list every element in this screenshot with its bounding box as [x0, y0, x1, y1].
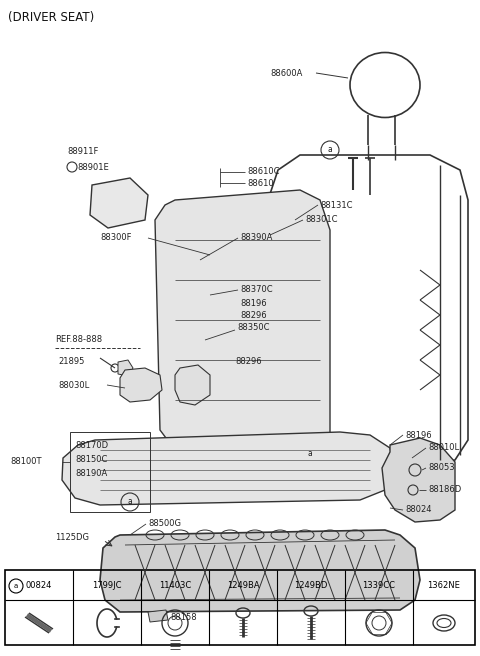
Text: 88610: 88610 [247, 178, 274, 188]
Text: 1362NE: 1362NE [428, 581, 460, 590]
Text: 1339CC: 1339CC [362, 581, 396, 590]
Text: 88196: 88196 [240, 298, 266, 308]
Text: 88190A: 88190A [75, 470, 107, 478]
Text: 88911F: 88911F [67, 148, 98, 157]
Text: REF.88-888: REF.88-888 [55, 335, 102, 344]
Text: 88301C: 88301C [305, 216, 337, 224]
Text: 1249BD: 1249BD [294, 581, 328, 590]
Polygon shape [382, 438, 455, 522]
Text: 88158: 88158 [170, 613, 197, 623]
Text: 1249BA: 1249BA [227, 581, 259, 590]
Text: 88100T: 88100T [10, 457, 41, 466]
Text: 88053: 88053 [428, 464, 455, 472]
Text: 88296: 88296 [235, 358, 262, 367]
Text: a: a [308, 449, 312, 457]
Polygon shape [120, 368, 162, 402]
Bar [5, 570, 475, 645]
Text: 88350C: 88350C [237, 323, 269, 333]
Text: 88370C: 88370C [240, 285, 273, 295]
Text: 88170D: 88170D [75, 440, 108, 449]
Polygon shape [155, 190, 330, 460]
Text: 88610C: 88610C [247, 167, 279, 176]
Text: a: a [328, 146, 332, 155]
Text: 88024: 88024 [405, 506, 432, 514]
Text: 88010L: 88010L [428, 443, 459, 453]
Text: 88390A: 88390A [240, 234, 272, 243]
Text: 21895: 21895 [58, 358, 84, 367]
Polygon shape [100, 530, 420, 612]
Text: 88300F: 88300F [100, 234, 132, 243]
Text: 88901E: 88901E [77, 163, 109, 171]
Text: 1125DG: 1125DG [55, 533, 89, 543]
Text: 88296: 88296 [240, 310, 266, 319]
Polygon shape [148, 610, 168, 622]
Text: 88600A: 88600A [270, 68, 302, 77]
Text: 88500G: 88500G [148, 520, 181, 529]
Text: 88030L: 88030L [58, 380, 89, 390]
Polygon shape [118, 360, 133, 376]
Polygon shape [90, 178, 148, 228]
Text: 88131C: 88131C [320, 201, 352, 209]
Text: 88150C: 88150C [75, 455, 108, 464]
Text: 88196: 88196 [405, 430, 432, 440]
Text: (DRIVER SEAT): (DRIVER SEAT) [8, 12, 94, 24]
Polygon shape [62, 432, 395, 505]
Polygon shape [175, 365, 210, 405]
Text: 1799JC: 1799JC [92, 581, 122, 590]
Text: a: a [128, 497, 132, 506]
Text: 88186D: 88186D [428, 485, 461, 495]
Text: a: a [14, 583, 18, 589]
Text: 11403C: 11403C [159, 581, 191, 590]
Bar [70, 432, 150, 512]
Text: 00824: 00824 [26, 581, 52, 590]
